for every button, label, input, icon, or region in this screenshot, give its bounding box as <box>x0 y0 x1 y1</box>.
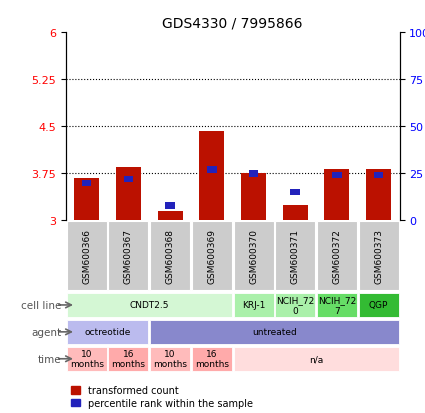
Text: GSM600369: GSM600369 <box>207 229 216 283</box>
Bar <box>332 173 342 179</box>
Text: KRJ-1: KRJ-1 <box>242 301 265 310</box>
Text: GSM600372: GSM600372 <box>332 229 341 283</box>
Text: cell line: cell line <box>21 300 62 310</box>
Text: 10
months: 10 months <box>70 349 104 368</box>
Bar <box>374 173 383 179</box>
FancyBboxPatch shape <box>233 222 274 290</box>
Bar <box>82 180 91 187</box>
Text: 10
months: 10 months <box>153 349 187 368</box>
Bar <box>366 170 391 221</box>
Text: GSM600368: GSM600368 <box>166 229 175 283</box>
FancyBboxPatch shape <box>317 222 357 290</box>
FancyBboxPatch shape <box>359 293 399 317</box>
FancyBboxPatch shape <box>67 293 232 317</box>
Bar <box>74 179 99 221</box>
FancyBboxPatch shape <box>67 347 107 371</box>
Text: QGP: QGP <box>369 301 388 310</box>
Bar <box>283 205 308 221</box>
FancyBboxPatch shape <box>275 293 315 317</box>
FancyBboxPatch shape <box>150 320 399 344</box>
Text: 16
months: 16 months <box>195 349 229 368</box>
Bar <box>249 171 258 177</box>
Text: GSM600370: GSM600370 <box>249 229 258 283</box>
Bar <box>291 190 300 196</box>
FancyBboxPatch shape <box>108 347 148 371</box>
Bar <box>207 167 217 173</box>
Bar <box>324 170 349 221</box>
Title: GDS4330 / 7995866: GDS4330 / 7995866 <box>162 17 303 31</box>
Text: GSM600366: GSM600366 <box>82 229 91 283</box>
FancyBboxPatch shape <box>275 222 315 290</box>
Text: time: time <box>38 354 62 364</box>
Bar <box>124 176 133 183</box>
Text: GSM600371: GSM600371 <box>291 229 300 283</box>
Legend: transformed count, percentile rank within the sample: transformed count, percentile rank withi… <box>71 385 253 408</box>
FancyBboxPatch shape <box>192 347 232 371</box>
Bar <box>158 211 183 221</box>
Text: GSM600367: GSM600367 <box>124 229 133 283</box>
FancyBboxPatch shape <box>67 320 148 344</box>
Text: n/a: n/a <box>309 354 323 363</box>
Text: GSM600373: GSM600373 <box>374 229 383 283</box>
Text: NCIH_72
7: NCIH_72 7 <box>318 296 356 315</box>
FancyBboxPatch shape <box>108 222 148 290</box>
Text: octreotide: octreotide <box>85 328 131 337</box>
Bar <box>241 174 266 221</box>
Text: agent: agent <box>31 327 62 337</box>
Text: CNDT2.5: CNDT2.5 <box>130 301 169 310</box>
Text: untreated: untreated <box>252 328 297 337</box>
Bar <box>116 168 141 221</box>
FancyBboxPatch shape <box>317 293 357 317</box>
Bar <box>165 203 175 209</box>
Bar <box>199 131 224 221</box>
Text: 16
months: 16 months <box>111 349 145 368</box>
FancyBboxPatch shape <box>233 293 274 317</box>
Text: NCIH_72
0: NCIH_72 0 <box>276 296 314 315</box>
FancyBboxPatch shape <box>150 222 190 290</box>
FancyBboxPatch shape <box>233 347 399 371</box>
FancyBboxPatch shape <box>359 222 399 290</box>
FancyBboxPatch shape <box>192 222 232 290</box>
FancyBboxPatch shape <box>67 222 107 290</box>
FancyBboxPatch shape <box>150 347 190 371</box>
